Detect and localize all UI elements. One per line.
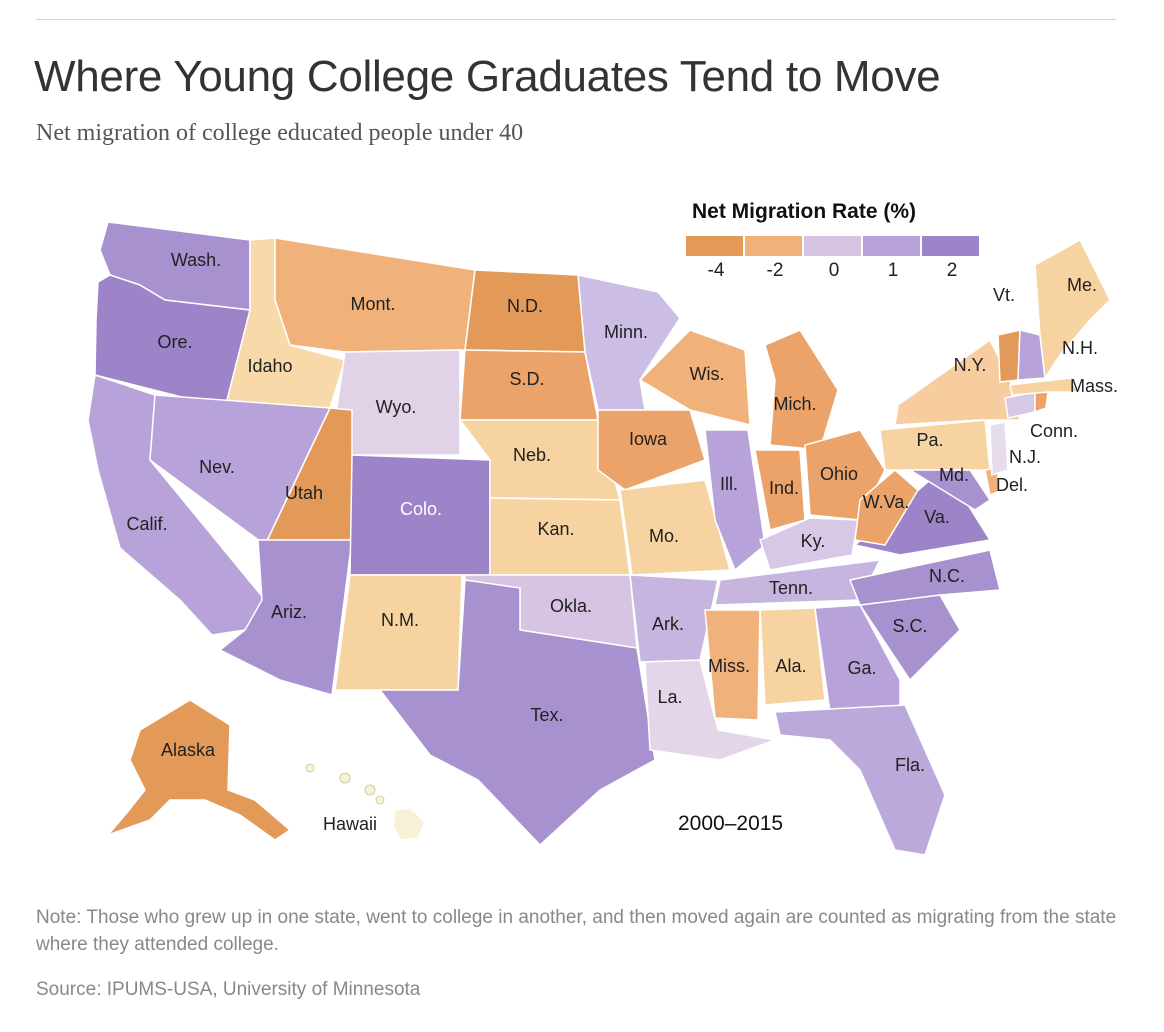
state-ms bbox=[704, 609, 761, 721]
state-fl bbox=[774, 704, 946, 856]
legend-tick-label: 1 bbox=[887, 260, 899, 281]
footnote: Note: Those who grew up in one state, we… bbox=[36, 907, 1117, 955]
state-label-id: Idaho bbox=[247, 356, 292, 376]
state-label-ny: N.Y. bbox=[954, 355, 987, 375]
state-label-nv: Nev. bbox=[199, 457, 235, 477]
state-label-de: Del. bbox=[996, 475, 1028, 495]
state-label-ak: Alaska bbox=[161, 740, 216, 760]
state-label-ut: Utah bbox=[285, 483, 323, 503]
state-label-nc: N.C. bbox=[929, 566, 965, 586]
legend-tick-label: 0 bbox=[828, 260, 840, 281]
state-ga bbox=[814, 604, 901, 713]
state-label-ky: Ky. bbox=[801, 531, 826, 551]
state-label-il: Ill. bbox=[720, 474, 738, 494]
state-label-sd: S.D. bbox=[509, 369, 544, 389]
state-label-tn: Tenn. bbox=[769, 578, 813, 598]
state-label-ar: Ark. bbox=[652, 614, 684, 634]
chart-title: Where Young College Graduates Tend to Mo… bbox=[34, 52, 941, 101]
state-label-nd: N.D. bbox=[507, 296, 543, 316]
state-label-va: Va. bbox=[924, 507, 950, 527]
state-label-ca: Calif. bbox=[126, 514, 167, 534]
state-label-vt: Vt. bbox=[993, 285, 1015, 305]
state-label-wa: Wash. bbox=[171, 250, 221, 270]
state-label-pa: Pa. bbox=[916, 430, 943, 450]
state-label-ga: Ga. bbox=[847, 658, 876, 678]
state-az bbox=[218, 539, 353, 696]
state-label-ne: Neb. bbox=[513, 445, 551, 465]
state-nm bbox=[334, 574, 463, 691]
chart-subtitle: Net migration of college educated people… bbox=[36, 120, 524, 146]
state-label-hi: Hawaii bbox=[323, 814, 377, 834]
state-label-wi: Wis. bbox=[690, 364, 725, 384]
hawaii-island bbox=[364, 784, 376, 796]
state-la bbox=[644, 659, 778, 761]
legend-swatch bbox=[863, 236, 920, 256]
state-tx bbox=[378, 579, 656, 847]
state-hi bbox=[392, 807, 426, 841]
state-label-ms: Miss. bbox=[708, 656, 750, 676]
state-label-co: Colo. bbox=[400, 499, 442, 519]
period-label: 2000–2015 bbox=[678, 812, 783, 835]
legend-tick-label: -2 bbox=[766, 260, 784, 281]
state-nj bbox=[989, 421, 1009, 477]
state-ny bbox=[894, 338, 1021, 426]
state-mi bbox=[764, 329, 839, 451]
state-label-nj: N.J. bbox=[1009, 447, 1041, 467]
state-label-ma: Mass. bbox=[1070, 376, 1118, 396]
state-label-mi: Mich. bbox=[773, 394, 816, 414]
state-label-ks: Kan. bbox=[537, 519, 574, 539]
state-label-wv: W.Va. bbox=[863, 492, 910, 512]
state-al bbox=[759, 607, 826, 706]
state-label-mt: Mont. bbox=[350, 294, 395, 314]
legend-tick-label: -4 bbox=[707, 260, 725, 281]
state-label-ia: Iowa bbox=[629, 429, 668, 449]
state-label-la: La. bbox=[657, 687, 682, 707]
legend-swatch bbox=[745, 236, 802, 256]
top-rule bbox=[36, 19, 1116, 20]
state-nc bbox=[848, 549, 1001, 606]
state-label-fl: Fla. bbox=[895, 755, 925, 775]
state-label-or: Ore. bbox=[157, 332, 192, 352]
state-label-md: Md. bbox=[939, 465, 969, 485]
state-label-tx: Tex. bbox=[530, 705, 563, 725]
state-label-mo: Mo. bbox=[649, 526, 679, 546]
state-label-in: Ind. bbox=[769, 478, 799, 498]
legend-swatches bbox=[686, 236, 979, 256]
state-label-az: Ariz. bbox=[271, 602, 307, 622]
state-label-wy: Wyo. bbox=[376, 397, 417, 417]
state-mn bbox=[577, 274, 681, 411]
state-label-nm: N.M. bbox=[381, 610, 419, 630]
state-ri bbox=[1034, 391, 1049, 414]
hawaii-island bbox=[305, 763, 315, 773]
state-label-mn: Minn. bbox=[604, 322, 648, 342]
state-il bbox=[704, 429, 766, 572]
hawaii-island bbox=[375, 795, 385, 805]
state-wv bbox=[854, 469, 919, 546]
state-ia bbox=[597, 409, 706, 491]
state-label-ok: Okla. bbox=[550, 596, 592, 616]
state-wi bbox=[638, 329, 751, 426]
state-label-nh: N.H. bbox=[1062, 338, 1098, 358]
state-label-ct: Conn. bbox=[1030, 421, 1078, 441]
state-ma bbox=[1009, 377, 1080, 396]
state-ak bbox=[105, 699, 292, 841]
state-vt bbox=[997, 329, 1021, 383]
legend-swatch bbox=[922, 236, 979, 256]
state-mo bbox=[619, 479, 731, 576]
state-md bbox=[907, 469, 992, 511]
state-label-oh: Ohio bbox=[820, 464, 858, 484]
state-label-sc: S.C. bbox=[892, 616, 927, 636]
hawaii-island bbox=[339, 772, 351, 784]
us-choropleth-map: Wash. Ore. Calif. Idaho Nev. Mont. Wyo. Utah Ari… bbox=[87, 221, 1118, 856]
legend-title: Net Migration Rate (%) bbox=[692, 200, 917, 223]
legend-swatch bbox=[804, 236, 861, 256]
legend-ticks: -4 -2 0 1 2 bbox=[686, 260, 986, 284]
legend-tick-label: 2 bbox=[946, 260, 958, 281]
source-credit: Source: IPUMS-USA, University of Minneso… bbox=[36, 979, 421, 1000]
state-label-me: Me. bbox=[1067, 275, 1097, 295]
state-me bbox=[1034, 238, 1111, 381]
state-label-al: Ala. bbox=[775, 656, 806, 676]
legend-swatch bbox=[686, 236, 743, 256]
